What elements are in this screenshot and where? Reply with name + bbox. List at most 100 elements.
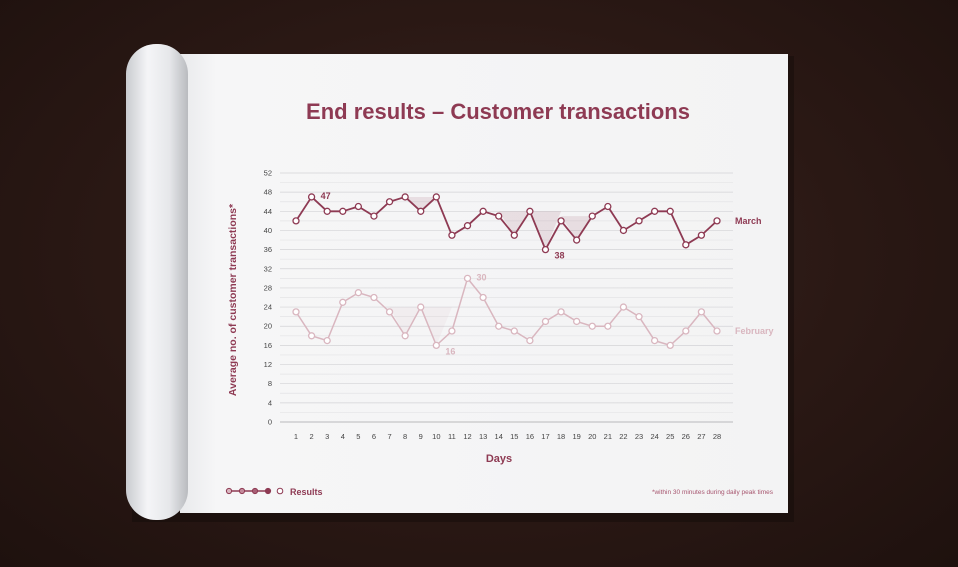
x-tick-label: 19 xyxy=(572,432,580,441)
x-tick-label: 27 xyxy=(697,432,705,441)
legend-marker-2 xyxy=(238,487,246,495)
march-point-day-25 xyxy=(666,207,674,215)
february-annotation: 30 xyxy=(477,272,487,282)
x-tick-label: 12 xyxy=(463,432,471,441)
march-point-day-20 xyxy=(588,212,596,220)
x-tick-label: 24 xyxy=(650,432,658,441)
y-tick-label: 36 xyxy=(264,245,272,254)
march-point-day-4 xyxy=(339,207,347,215)
x-tick-label: 28 xyxy=(713,432,721,441)
x-tick-label: 16 xyxy=(526,432,534,441)
y-tick-label: 8 xyxy=(268,379,272,388)
february-point-day-8 xyxy=(401,332,409,340)
february-dip-shade xyxy=(420,307,452,346)
march-dip-shade xyxy=(561,216,593,241)
x-tick-label: 26 xyxy=(682,432,690,441)
february-point-day-16 xyxy=(526,336,534,345)
x-ticks: 1 2 3 4 5 6 7 8 9 10 11 12 13 14 15 16 17 18 19 20 21 22 23 24 2… xyxy=(294,432,721,441)
february-point-day-19 xyxy=(573,317,581,326)
x-tick-label: 15 xyxy=(510,432,518,441)
x-tick-label: 7 xyxy=(387,432,391,441)
x-tick-label: 5 xyxy=(356,432,360,441)
plot-area: March 47 38 February 16 30 xyxy=(292,191,774,356)
x-tick-label: 14 xyxy=(495,432,503,441)
march-point-day-5 xyxy=(354,202,363,211)
march-point-day-24 xyxy=(650,207,659,215)
y-tick-label: 20 xyxy=(264,322,272,331)
march-point-day-22 xyxy=(619,226,628,235)
february-point-day-10 xyxy=(432,341,440,350)
february-point-day-6 xyxy=(370,293,378,302)
february-dip-shade xyxy=(389,307,421,336)
march-dip-shade xyxy=(529,211,562,250)
february-point-day-22 xyxy=(619,303,628,311)
legend-marker-3 xyxy=(251,487,259,495)
x-tick-label: 10 xyxy=(432,432,440,441)
x-tick-label: 3 xyxy=(325,432,329,441)
march-point-day-12 xyxy=(463,222,472,230)
february-point-day-13 xyxy=(479,293,487,302)
march-point-day-14 xyxy=(495,212,503,220)
february-point-day-4 xyxy=(339,298,347,306)
march-point-day-1 xyxy=(292,217,300,225)
x-tick-label: 8 xyxy=(403,432,407,441)
x-tick-label: 17 xyxy=(541,432,549,441)
february-series-label: February xyxy=(735,326,774,336)
x-tick-label: 21 xyxy=(604,432,612,441)
x-tick-label: 13 xyxy=(479,432,487,441)
march-point-day-9 xyxy=(417,207,425,215)
x-tick-label: 22 xyxy=(619,432,627,441)
march-point-day-13 xyxy=(479,207,487,215)
march-point-day-19 xyxy=(573,236,581,244)
x-tick-label: 9 xyxy=(419,432,423,441)
x-tick-label: 18 xyxy=(557,432,565,441)
february-series-line xyxy=(295,277,718,347)
legend-label: Results xyxy=(290,487,323,497)
february-point-day-9 xyxy=(417,303,425,311)
y-tick-label: 44 xyxy=(264,207,272,216)
february-point-day-11 xyxy=(448,327,456,335)
february-point-day-25 xyxy=(666,341,674,350)
march-point-day-21 xyxy=(604,202,612,211)
march-point-day-26 xyxy=(682,241,690,249)
march-point-day-16 xyxy=(526,207,534,215)
february-point-day-20 xyxy=(588,322,596,330)
page xyxy=(180,54,788,513)
x-tick-label: 11 xyxy=(448,432,456,441)
march-point-day-27 xyxy=(697,231,706,239)
y-tick-label: 12 xyxy=(264,360,272,369)
y-tick-label: 28 xyxy=(264,283,272,292)
february-point-day-5 xyxy=(354,289,363,297)
page-roll xyxy=(126,44,188,520)
march-dip-shade xyxy=(405,196,437,212)
x-tick-label: 1 xyxy=(294,432,298,441)
x-axis-label: Days xyxy=(486,453,512,465)
march-point-day-18 xyxy=(557,217,565,225)
legend-marker-1 xyxy=(225,487,233,495)
february-point-day-17 xyxy=(541,317,550,326)
legend-marker-open xyxy=(276,487,284,495)
february-point-day-3 xyxy=(323,336,331,345)
march-dip-shade xyxy=(498,211,530,236)
legend-marker-4 xyxy=(264,487,272,495)
march-point-day-11 xyxy=(448,231,456,239)
february-point-day-26 xyxy=(682,327,690,335)
february-point-day-14 xyxy=(495,322,503,330)
march-series-label: March xyxy=(735,216,762,226)
chart-title: End results – Customer transactions xyxy=(306,99,690,124)
y-tick-label: 16 xyxy=(264,341,272,350)
x-tick-label: 2 xyxy=(310,432,314,441)
february-annotation: 16 xyxy=(445,346,455,356)
legend: Results xyxy=(225,487,323,497)
february-point-day-7 xyxy=(385,308,394,316)
february-point-day-2 xyxy=(307,332,316,340)
footnote: *within 30 minutes during daily peak tim… xyxy=(652,489,774,496)
y-tick-label: 4 xyxy=(268,398,272,407)
march-point-day-8 xyxy=(401,193,409,201)
march-series-line xyxy=(295,196,718,251)
march-annotation: 38 xyxy=(554,251,564,261)
x-tick-label: 20 xyxy=(588,432,596,441)
y-tick-label: 24 xyxy=(264,303,272,312)
